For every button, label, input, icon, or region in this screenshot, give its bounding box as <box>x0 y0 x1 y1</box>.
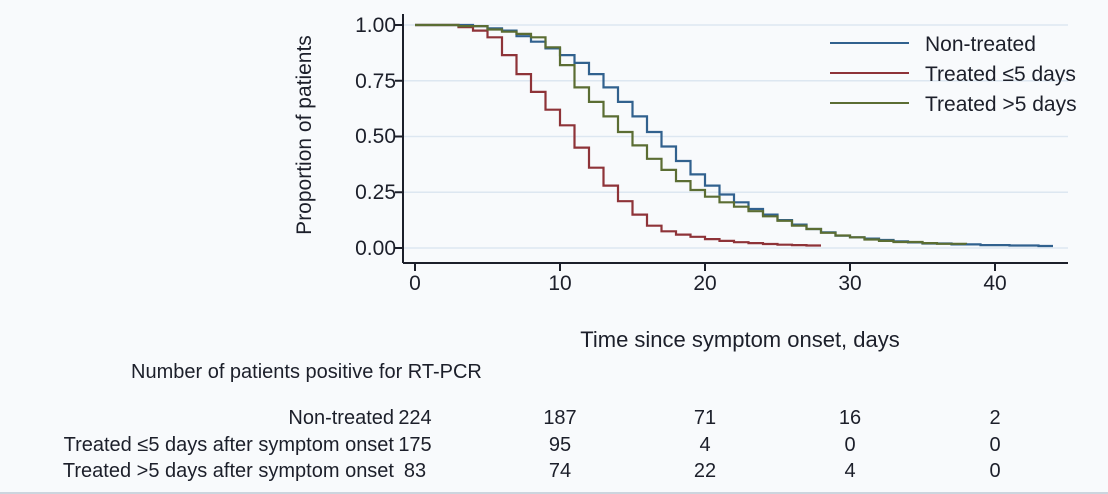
curve-non-treated <box>415 23 1053 248</box>
legend-label-treated-gt5-days: Treated >5 days <box>925 93 1077 116</box>
risk-count-row2-t10: 74 <box>548 460 572 482</box>
curve-treated-5-days <box>415 23 968 245</box>
risk-count-row2-t0: 83 <box>403 460 427 482</box>
risk-count-row0-t0: 224 <box>398 407 432 429</box>
ytick-0.00: 0.00 <box>355 237 396 260</box>
risk-count-row1-t0: 175 <box>398 434 432 456</box>
risk-count-row1-t10: 95 <box>548 434 572 456</box>
risk-count-row0-t10: 187 <box>543 407 577 429</box>
risk-count-row2-t20: 22 <box>693 460 717 482</box>
risk-row-label-non-treated: Non-treated <box>288 407 394 429</box>
legend-label-non-treated: Non-treated <box>925 33 1036 56</box>
risk-count-row0-t20: 71 <box>693 407 717 429</box>
axes <box>395 14 1068 271</box>
risk-count-row1-t40: 0 <box>989 434 1001 456</box>
risk-row-label-treated-gt5-days: Treated >5 days after symptom onset <box>62 460 394 482</box>
x-axis-title: Time since symptom onset, days <box>580 327 900 352</box>
risk-count-row0-t30: 16 <box>838 407 862 429</box>
legend-line-treated-gt5-days <box>830 102 909 104</box>
y-axis-title: Proportion of patients <box>293 35 316 235</box>
curve-treated-5-days <box>415 23 821 247</box>
xtick-20: 20 <box>693 272 717 295</box>
xtick-10: 10 <box>548 272 572 295</box>
risk-count-row2-t30: 4 <box>844 460 856 482</box>
legend-line-non-treated <box>830 42 909 44</box>
risk-table-header: Number of patients positive for RT-PCR <box>131 361 482 383</box>
gridlines <box>403 24 1068 249</box>
xtick-30: 30 <box>838 272 862 295</box>
ytick-0.75: 0.75 <box>355 70 396 93</box>
risk-count-row1-t30: 0 <box>844 434 856 456</box>
xtick-0: 0 <box>409 272 421 295</box>
ytick-1.00: 1.00 <box>355 14 396 37</box>
survival-curves <box>415 23 1053 248</box>
legend-line-treated-le5-days <box>830 72 909 74</box>
risk-count-row0-t40: 2 <box>989 407 1001 429</box>
risk-count-row2-t40: 0 <box>989 460 1001 482</box>
risk-count-row1-t20: 4 <box>699 434 711 456</box>
ytick-0.50: 0.50 <box>355 125 396 148</box>
risk-row-label-treated-le5-days: Treated ≤5 days after symptom onset <box>63 434 394 456</box>
ytick-0.25: 0.25 <box>355 181 396 204</box>
legend-label-treated-le5-days: Treated ≤5 days <box>925 63 1076 86</box>
xtick-40: 40 <box>983 272 1007 295</box>
